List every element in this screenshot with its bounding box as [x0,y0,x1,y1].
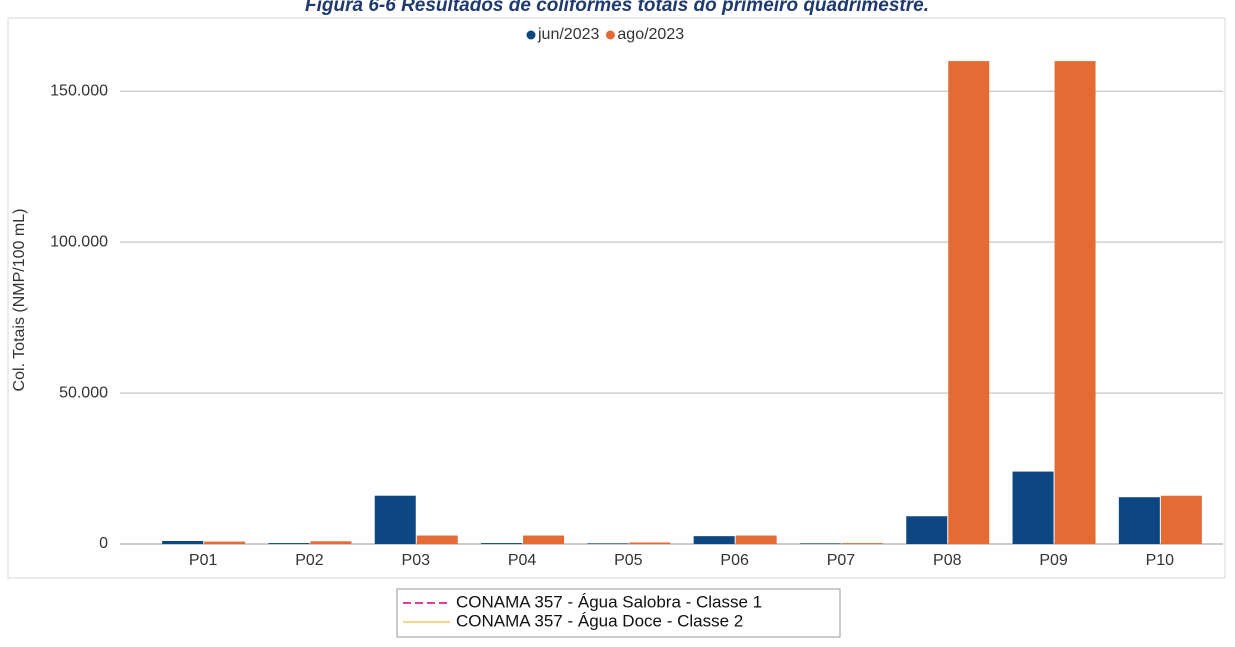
bar [629,542,671,544]
bar [374,495,416,544]
bar [906,516,948,544]
bar [310,541,352,544]
bar [1012,471,1054,544]
x-tick-label: P08 [933,552,962,569]
bar [481,543,523,544]
reference-legend-label: CONAMA 357 - Água Doce - Classe 2 [456,611,743,630]
x-tick-label: P01 [189,552,218,569]
bar [204,541,246,544]
bar [693,536,735,544]
bar [523,535,565,544]
reference-legend-box [396,588,841,638]
legend-marker [605,30,615,40]
legend-marker [526,30,536,40]
bar [162,540,204,544]
bar [799,543,841,544]
bar [268,543,310,544]
bar [948,61,990,544]
bar [1054,61,1096,544]
y-tick-label: 50.000 [59,384,108,401]
bar [735,535,777,544]
x-tick-label: P04 [508,552,537,569]
y-tick-label: 150.000 [50,82,108,99]
chart-title: Figura 6-6 Resultados de coliformes tota… [305,0,929,16]
legend-label: jun/2023 [537,26,599,43]
y-tick-label: 100.000 [50,233,108,250]
y-tick-label: 0 [99,535,108,552]
y-axis-label: Col. Totais (NMP/100 mL) [11,209,28,392]
reference-legend-label: CONAMA 357 - Água Salobra - Classe 1 [456,592,762,611]
x-tick-label: P05 [614,552,643,569]
x-tick-label: P07 [827,552,856,569]
bar [1118,497,1160,544]
x-tick-label: P02 [295,552,324,569]
x-tick-label: P09 [1039,552,1068,569]
legend-label: ago/2023 [617,26,684,43]
x-tick-label: P10 [1146,552,1175,569]
bar [1160,495,1202,544]
bar [416,535,458,544]
x-tick-label: P03 [402,552,431,569]
bar [587,543,629,544]
bar [841,543,883,544]
chart-frame [7,17,1226,579]
x-tick-label: P06 [720,552,749,569]
